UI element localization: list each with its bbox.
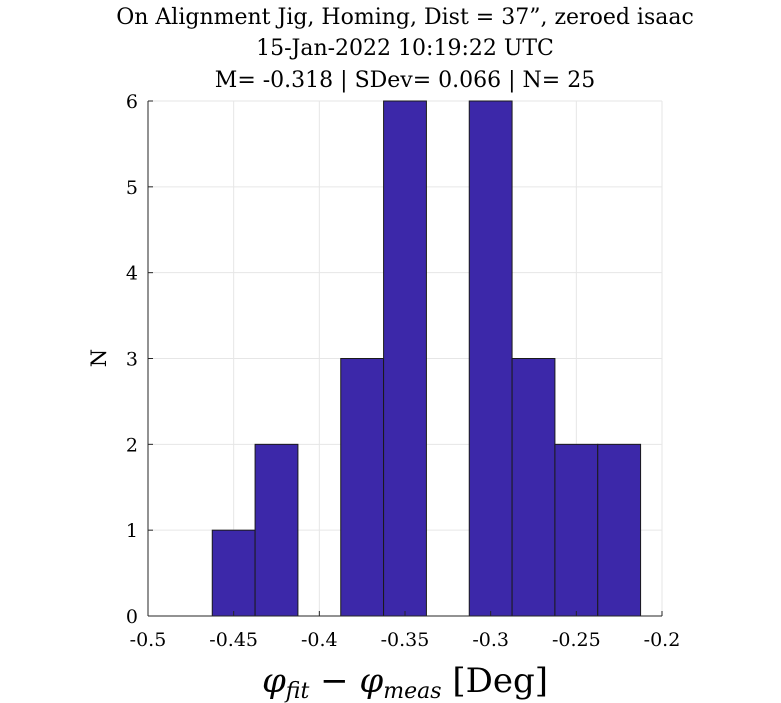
x-axis-label-sub-meas: meas: [383, 679, 441, 703]
x-tick-label: -0.3: [472, 629, 509, 651]
x-axis-label: φfit − φmeas [Deg]: [262, 661, 548, 703]
histogram-bar: [468, 100, 513, 617]
chart-title-line-1: On Alignment Jig, Homing, Dist = 37”, ze…: [116, 5, 694, 30]
histogram-bar: [511, 358, 556, 617]
y-tick-label: 5: [126, 177, 138, 199]
x-tick-label: -0.2: [644, 629, 681, 651]
x-axis-label-phi: φ: [262, 661, 286, 701]
x-axis-label-unit: [Deg]: [442, 661, 548, 701]
tick-labels: -0.5 -0.45 -0.4 -0.35 -0.3 -0.25 -0.2 0 1 2 3 4 5 6: [126, 91, 680, 651]
chart-title-line-3: M= -0.318 | SDev= 0.066 | N= 25: [215, 68, 595, 93]
y-axis-label: N: [87, 349, 111, 367]
chart-title-line-2: 15-Jan-2022 10:19:22 UTC: [256, 36, 554, 61]
x-tick-label: -0.5: [130, 629, 167, 651]
axes: [147, 100, 663, 617]
histogram-bar: [340, 358, 385, 617]
histogram-bar: [383, 100, 427, 617]
y-tick-label: 0: [126, 606, 138, 628]
y-tick-label: 4: [126, 263, 138, 285]
histogram-bar: [597, 443, 642, 617]
bars: [211, 100, 642, 617]
x-axis-label-sub-fit: fit: [284, 679, 310, 703]
y-tick-label: 2: [126, 434, 138, 456]
y-tick-label: 3: [126, 349, 138, 371]
x-tick-label: -0.25: [552, 629, 601, 651]
histogram-bar: [554, 443, 599, 617]
x-axis-label-minus-phi: − φ: [309, 661, 383, 701]
histogram-bar: [211, 529, 256, 617]
y-tick-label: 1: [126, 520, 138, 542]
histogram-bar: [254, 443, 299, 617]
x-tick-label: -0.45: [209, 629, 258, 651]
y-tick-label: 6: [126, 91, 138, 113]
x-tick-label: -0.4: [301, 629, 338, 651]
x-tick-label: -0.35: [381, 629, 430, 651]
